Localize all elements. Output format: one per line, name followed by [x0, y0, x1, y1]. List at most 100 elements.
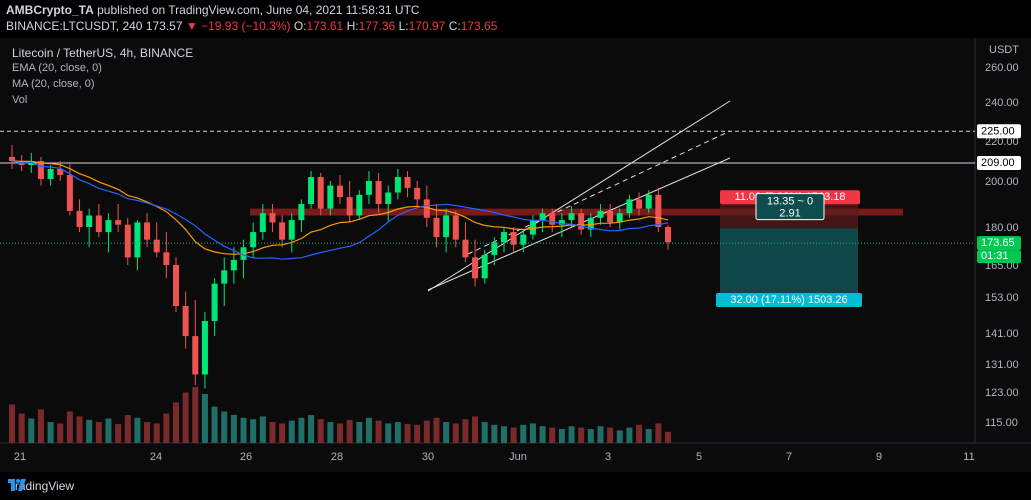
candle-body — [578, 213, 585, 230]
legend-vol[interactable]: Vol — [12, 94, 28, 106]
candle-body — [520, 234, 527, 245]
volume-bar — [259, 416, 266, 443]
time-tick-label: Jun — [509, 451, 527, 463]
tradingview-logo[interactable]: TradingView — [8, 479, 74, 493]
legend-ma[interactable]: MA (20, close, 0) — [12, 78, 95, 90]
tradingview-icon — [8, 479, 26, 491]
candle-body — [337, 185, 343, 198]
price-chart[interactable]: 260.00240.00220.00200.00180.00165.00153.… — [0, 38, 1031, 472]
bar-countdown: 01:31 — [977, 250, 1021, 264]
volume-bar — [501, 426, 507, 443]
volume-bar — [452, 423, 459, 443]
candle-body — [665, 227, 671, 243]
volume-bars — [9, 387, 671, 443]
footer: TradingView — [0, 472, 1031, 500]
author-name[interactable]: AMBCrypto_TA — [6, 3, 94, 17]
volume-bar — [394, 422, 401, 443]
volume-bar — [57, 423, 64, 443]
down-arrow-icon: ▼ — [185, 19, 198, 33]
time-tick-label: 3 — [605, 451, 611, 463]
candle-body — [645, 194, 652, 209]
time-tick-label: 7 — [786, 451, 792, 463]
stop-label-text: 32.00 (17.11%) 1503.26 — [730, 294, 847, 306]
low-value: 170.97 — [408, 19, 446, 33]
candle-body — [472, 257, 479, 279]
candle-body — [636, 199, 643, 209]
volume-bar — [153, 423, 160, 443]
volume-bar — [47, 422, 54, 443]
price-tick-label: 180.00 — [985, 222, 1019, 234]
time-axis[interactable]: 21 24 26 28 30 Jun 3 5 7 9 11 — [14, 451, 975, 463]
stop-zone — [720, 228, 858, 295]
volume-bar — [375, 420, 382, 443]
volume-bar — [423, 420, 430, 443]
moving-averages — [11, 160, 669, 260]
resistance-zone — [250, 208, 903, 216]
level-label-209-text: 209.00 — [981, 157, 1015, 169]
candle-body — [433, 217, 440, 238]
volume-bar — [472, 416, 479, 443]
price-tick-label: 260.00 — [985, 62, 1019, 74]
volume-bar — [279, 423, 286, 443]
last-price: 173.57 — [145, 19, 183, 33]
chart-area[interactable]: 260.00 240.00 220.00 200.00 180.00 165.00 153.… — [0, 38, 1031, 472]
volume-bar — [86, 419, 93, 443]
candle-body — [269, 213, 276, 223]
volume-bar — [481, 422, 488, 443]
volume-bar — [182, 392, 189, 443]
volume-bar — [18, 413, 25, 443]
price-tick-label: 141.00 — [985, 328, 1019, 340]
volume-bar — [539, 426, 546, 443]
bar-countdown-bg — [977, 250, 1021, 264]
level-label-225: 225.00 — [977, 124, 1021, 139]
symbol-label: BINANCE:LTCUSDT, 240 — [6, 19, 143, 33]
candle-body — [587, 217, 594, 230]
volume-bar — [76, 416, 83, 443]
time-tick-label: 28 — [331, 451, 343, 463]
candle-body — [298, 204, 305, 221]
candle-body — [66, 175, 73, 211]
level-label-225-text: 225.00 — [981, 125, 1015, 137]
ratio-label-bg — [755, 193, 825, 221]
volume-bar — [365, 417, 372, 443]
current-price-tag: 173.65 — [977, 236, 1021, 251]
volume-bar — [433, 417, 440, 443]
candle-body — [501, 232, 507, 243]
volume-bar — [221, 411, 228, 443]
price-tick-label: 123.00 — [985, 387, 1019, 399]
candle-body — [250, 232, 257, 248]
volume-bar — [240, 417, 247, 443]
volume-bar — [201, 394, 208, 443]
candle-body — [365, 181, 372, 195]
publish-line: AMBCrypto_TA published on TradingView.co… — [6, 3, 420, 17]
volume-bar — [269, 422, 276, 443]
legend-ema[interactable]: EMA (20, close, 0) — [12, 62, 102, 74]
volume-bar — [134, 417, 141, 443]
volume-bar — [346, 419, 353, 443]
candle-body — [221, 270, 228, 284]
high-label: H: — [346, 19, 359, 33]
time-tick-label: 21 — [14, 451, 26, 463]
time-tick-label: 24 — [150, 451, 162, 463]
candle-body — [201, 321, 208, 375]
low-label: L: — [398, 19, 409, 33]
volume-bar — [192, 387, 199, 443]
volume-bar — [558, 429, 565, 443]
candle-body — [558, 220, 565, 225]
volume-bar — [520, 424, 527, 443]
publish-info: published on TradingView.com, June 04, 2… — [97, 3, 420, 17]
candle-body — [211, 283, 218, 321]
ratio-label-line1: 13.35 ~ 0 — [767, 196, 813, 208]
volume-bar — [491, 424, 498, 443]
volume-bar — [95, 422, 102, 443]
candles — [9, 145, 671, 389]
volume-bar — [250, 419, 257, 443]
candle-body — [288, 220, 295, 240]
candle-body — [144, 222, 151, 240]
stop-label: 32.00 (17.11%) 1503.26 — [716, 293, 862, 307]
volume-bar — [288, 420, 295, 443]
candle-body — [356, 194, 363, 216]
candle-body — [37, 161, 44, 179]
ratio-label: 13.35 ~ 02.91 — [755, 193, 825, 221]
